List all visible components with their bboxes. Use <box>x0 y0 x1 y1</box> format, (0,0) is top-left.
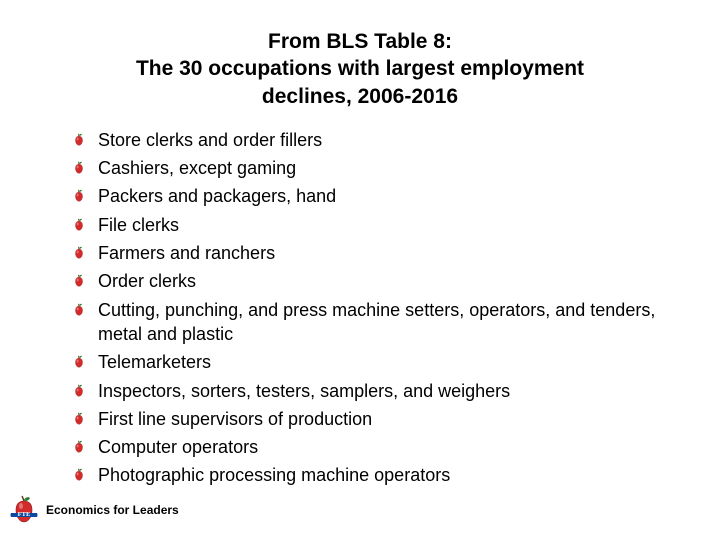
title-line3: declines, 2006-2016 <box>262 85 458 108</box>
list-item-text: Cashiers, except gaming <box>98 156 296 180</box>
page-title: From BLS Table 8: The 30 occupations wit… <box>0 0 720 128</box>
fte-logo-icon: FTE <box>8 494 40 526</box>
list-item-text: Computer operators <box>98 435 258 459</box>
list-item-text: Telemarketers <box>98 350 211 374</box>
list-item-text: First line supervisors of production <box>98 407 372 431</box>
list-item: Cashiers, except gaming <box>72 156 690 180</box>
apple-bullet-icon <box>72 302 86 316</box>
apple-bullet-icon <box>72 354 86 368</box>
list-item: Computer operators <box>72 435 690 459</box>
list-item: Inspectors, sorters, testers, samplers, … <box>72 379 690 403</box>
apple-bullet-icon <box>72 217 86 231</box>
list-item: Farmers and ranchers <box>72 241 690 265</box>
list-item: Store clerks and order fillers <box>72 128 690 152</box>
list-item-text: Cutting, punching, and press machine set… <box>98 298 690 347</box>
occupation-list: Store clerks and order fillers Cashiers, … <box>0 128 720 488</box>
apple-bullet-icon <box>72 132 86 146</box>
apple-bullet-icon <box>72 160 86 174</box>
apple-bullet-icon <box>72 245 86 259</box>
list-item: File clerks <box>72 213 690 237</box>
list-item-text: Store clerks and order fillers <box>98 128 322 152</box>
list-item: Order clerks <box>72 269 690 293</box>
apple-bullet-icon <box>72 411 86 425</box>
list-item-text: Inspectors, sorters, testers, samplers, … <box>98 379 510 403</box>
list-item: Photographic processing machine operator… <box>72 463 690 487</box>
svg-text:FTE: FTE <box>18 511 31 518</box>
title-line1: From BLS Table 8: <box>268 30 452 53</box>
list-item-text: File clerks <box>98 213 179 237</box>
list-item-text: Photographic processing machine operator… <box>98 463 450 487</box>
list-item-text: Order clerks <box>98 269 196 293</box>
apple-bullet-icon <box>72 273 86 287</box>
list-item: Cutting, punching, and press machine set… <box>72 298 690 347</box>
list-item-text: Farmers and ranchers <box>98 241 275 265</box>
list-item-text: Packers and packagers, hand <box>98 184 336 208</box>
apple-bullet-icon <box>72 188 86 202</box>
apple-bullet-icon <box>72 439 86 453</box>
title-line2: The 30 occupations with largest employme… <box>136 57 584 80</box>
apple-bullet-icon <box>72 467 86 481</box>
footer-text: Economics for Leaders <box>46 503 179 517</box>
list-item: First line supervisors of production <box>72 407 690 431</box>
footer: FTE Economics for Leaders <box>8 494 179 526</box>
list-item: Packers and packagers, hand <box>72 184 690 208</box>
list-item: Telemarketers <box>72 350 690 374</box>
apple-bullet-icon <box>72 383 86 397</box>
